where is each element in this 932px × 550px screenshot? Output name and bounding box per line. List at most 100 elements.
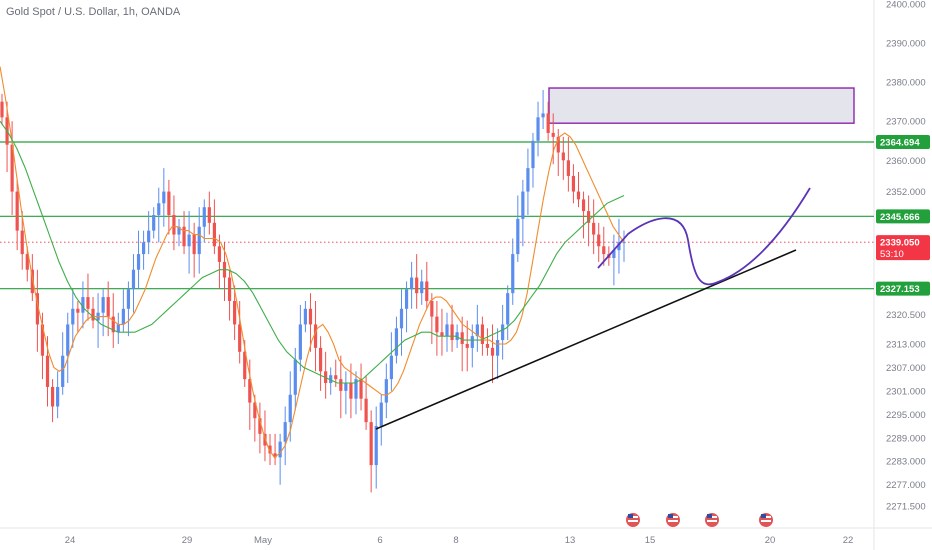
candle-body: [56, 386, 60, 407]
candle-body: [157, 203, 161, 216]
flag-us-icon-canton: [707, 514, 712, 518]
candle-body: [116, 324, 120, 333]
price-level-tag-label: 2327.153: [880, 284, 920, 295]
current-price-label: 2339.050: [880, 238, 920, 249]
candle-body: [490, 347, 495, 356]
candle-body: [283, 422, 287, 442]
candle-body: [622, 242, 626, 244]
current-price-tag: [876, 235, 930, 261]
candle-body: [541, 113, 545, 118]
candle-body: [263, 433, 267, 446]
x-tick-label: 15: [645, 535, 656, 546]
candle-body: [495, 340, 500, 356]
candle-body: [531, 140, 535, 169]
resistance-zone: [548, 87, 855, 124]
y-tick-label: 2313.000: [886, 339, 926, 350]
candle-body: [131, 269, 136, 290]
candle-body: [410, 277, 414, 290]
candle-body: [435, 316, 439, 333]
candle-body: [425, 281, 429, 301]
candle-body: [430, 300, 434, 317]
candle-body: [152, 215, 156, 231]
flag-us-icon-stripe: [761, 520, 771, 522]
candle-body: [581, 199, 586, 212]
candle-body: [50, 386, 55, 407]
candle-body: [187, 234, 191, 247]
candle-body: [551, 132, 555, 137]
price-level-tag-label: 2364.694: [880, 137, 920, 148]
candle-body: [212, 222, 216, 247]
ema-slow-line: [0, 120, 625, 384]
candle-body: [501, 324, 505, 341]
y-tick-label: 2390.000: [886, 39, 926, 50]
candle-body: [450, 324, 454, 341]
candle-body: [485, 343, 490, 348]
candle-body: [71, 308, 75, 325]
price-level-tag-label: 2345.666: [880, 212, 920, 223]
candle-body: [25, 254, 29, 270]
price-level-tag: [876, 209, 930, 224]
candle-body: [106, 297, 110, 317]
candle-body: [121, 308, 125, 325]
flag-us-icon[interactable]: [666, 513, 680, 527]
flag-us-icon-canton: [761, 514, 766, 518]
x-tick-label: 13: [565, 535, 576, 546]
candle-body: [258, 418, 262, 434]
candle-body: [147, 230, 151, 243]
candle-body: [602, 246, 606, 255]
y-tick-label: 2360.000: [886, 156, 926, 167]
candle-body: [111, 316, 115, 333]
flag-us-icon-stripe: [668, 520, 678, 522]
candle-body: [248, 379, 252, 403]
candle-body: [344, 383, 348, 391]
candle-body: [470, 336, 474, 348]
candle-body: [612, 250, 616, 258]
event-icons: [626, 513, 773, 527]
chart-title: Gold Spot / U.S. Dollar, 1h, OANDA: [6, 6, 181, 18]
candle-body: [389, 355, 393, 380]
ema-fast-line: [0, 66, 625, 459]
candle-body: [617, 242, 621, 251]
candle-body: [597, 234, 601, 247]
flag-us-icon[interactable]: [705, 513, 719, 527]
x-axis: 24 29 May 6 8 13 15 20 22: [65, 535, 854, 546]
candle-body: [217, 246, 222, 262]
y-tick-label: 2277.000: [886, 480, 926, 491]
candle-body: [460, 332, 464, 344]
flag-us-icon[interactable]: [626, 513, 640, 527]
candle-body: [313, 324, 318, 348]
candle-body: [86, 297, 90, 309]
candle-body: [61, 355, 65, 387]
candle-body: [192, 234, 196, 255]
candle-body: [566, 160, 570, 176]
candle-body: [308, 308, 313, 325]
candle-body: [141, 242, 146, 255]
resistance-box: [548, 87, 855, 124]
candle-body: [571, 175, 576, 192]
candle-body: [354, 379, 358, 399]
candle-body: [278, 441, 282, 458]
candle-body: [592, 222, 596, 235]
candle-body: [268, 445, 272, 454]
y-tick-label: 2400.000: [886, 0, 926, 11]
x-tick-label: 29: [182, 535, 193, 546]
candle-body: [521, 191, 525, 219]
flag-us-icon-stripe: [707, 520, 717, 522]
candle-body: [475, 324, 479, 337]
candle-body: [202, 207, 206, 227]
flag-us-icon-canton: [668, 514, 673, 518]
candle-body: [359, 379, 363, 399]
candle-body: [233, 300, 237, 325]
y-tick-label: 2352.000: [886, 187, 926, 198]
candle-body: [445, 324, 449, 337]
x-tick-label: 20: [765, 535, 776, 546]
candle-body: [364, 398, 368, 423]
flag-us-icon-stripe: [628, 520, 638, 522]
candle-body: [243, 351, 247, 380]
candle-body: [526, 168, 530, 192]
flag-us-icon[interactable]: [759, 513, 773, 527]
candle-body: [288, 394, 292, 423]
